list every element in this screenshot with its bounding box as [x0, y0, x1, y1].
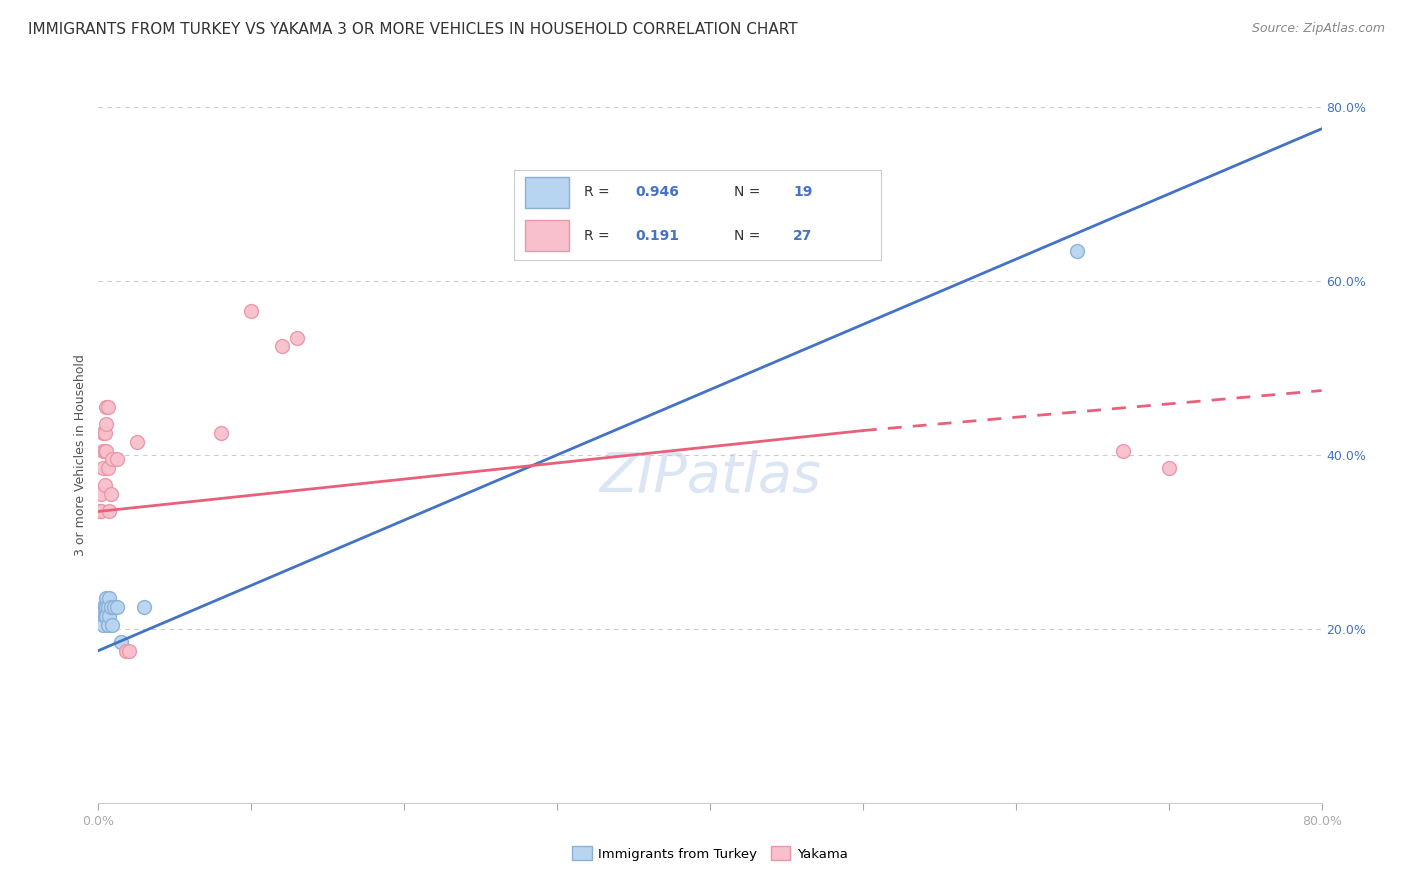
- Text: Source: ZipAtlas.com: Source: ZipAtlas.com: [1251, 22, 1385, 36]
- Text: 19: 19: [793, 186, 813, 199]
- Point: [94, 443, 117, 458]
- Point: [98, 591, 121, 606]
- Point: [93, 478, 115, 492]
- Legend: Immigrants from Turkey, Yakama: Immigrants from Turkey, Yakama: [567, 841, 853, 866]
- Point: [105, 452, 128, 467]
- Point: [90, 504, 112, 518]
- Point: [100, 600, 122, 615]
- Point: [125, 434, 148, 449]
- Point: [97, 600, 120, 615]
- Point: [97, 617, 120, 632]
- Point: [91, 461, 114, 475]
- Point: [91, 443, 114, 458]
- Point: [101, 617, 124, 632]
- Point: [94, 608, 117, 623]
- Point: [101, 452, 124, 467]
- Point: [94, 400, 117, 414]
- Point: [91, 617, 114, 632]
- Point: [100, 487, 122, 501]
- Point: [270, 339, 292, 353]
- Point: [93, 426, 115, 441]
- Point: [209, 426, 232, 441]
- Point: [118, 643, 141, 657]
- Text: IMMIGRANTS FROM TURKEY VS YAKAMA 3 OR MORE VEHICLES IN HOUSEHOLD CORRELATION CHA: IMMIGRANTS FROM TURKEY VS YAKAMA 3 OR MO…: [28, 22, 797, 37]
- Text: 0.946: 0.946: [636, 186, 679, 199]
- Point: [98, 504, 121, 518]
- Text: N =: N =: [734, 228, 765, 243]
- Text: ZIPatlas: ZIPatlas: [599, 450, 821, 502]
- Point: [285, 330, 308, 344]
- Point: [89, 504, 111, 518]
- Point: [90, 487, 112, 501]
- Point: [98, 608, 121, 623]
- Point: [93, 600, 115, 615]
- Text: 27: 27: [793, 228, 813, 243]
- Text: N =: N =: [734, 186, 765, 199]
- Text: R =: R =: [583, 186, 614, 199]
- Point: [240, 304, 263, 318]
- Point: [90, 608, 112, 623]
- Text: R =: R =: [583, 228, 619, 243]
- Point: [91, 426, 114, 441]
- Point: [94, 600, 117, 615]
- Point: [94, 591, 117, 606]
- Point: [110, 635, 132, 649]
- Point: [1112, 443, 1135, 458]
- Point: [93, 443, 115, 458]
- Point: [97, 461, 120, 475]
- Point: [91, 600, 114, 615]
- Point: [94, 417, 117, 432]
- FancyBboxPatch shape: [526, 177, 569, 208]
- Point: [93, 608, 115, 623]
- Point: [103, 600, 125, 615]
- Text: 0.191: 0.191: [636, 228, 679, 243]
- Point: [105, 600, 128, 615]
- Point: [134, 600, 156, 615]
- Y-axis label: 3 or more Vehicles in Household: 3 or more Vehicles in Household: [75, 354, 87, 556]
- Point: [115, 643, 138, 657]
- Point: [1157, 461, 1180, 475]
- FancyBboxPatch shape: [526, 220, 569, 251]
- Point: [1066, 244, 1088, 258]
- Point: [97, 400, 120, 414]
